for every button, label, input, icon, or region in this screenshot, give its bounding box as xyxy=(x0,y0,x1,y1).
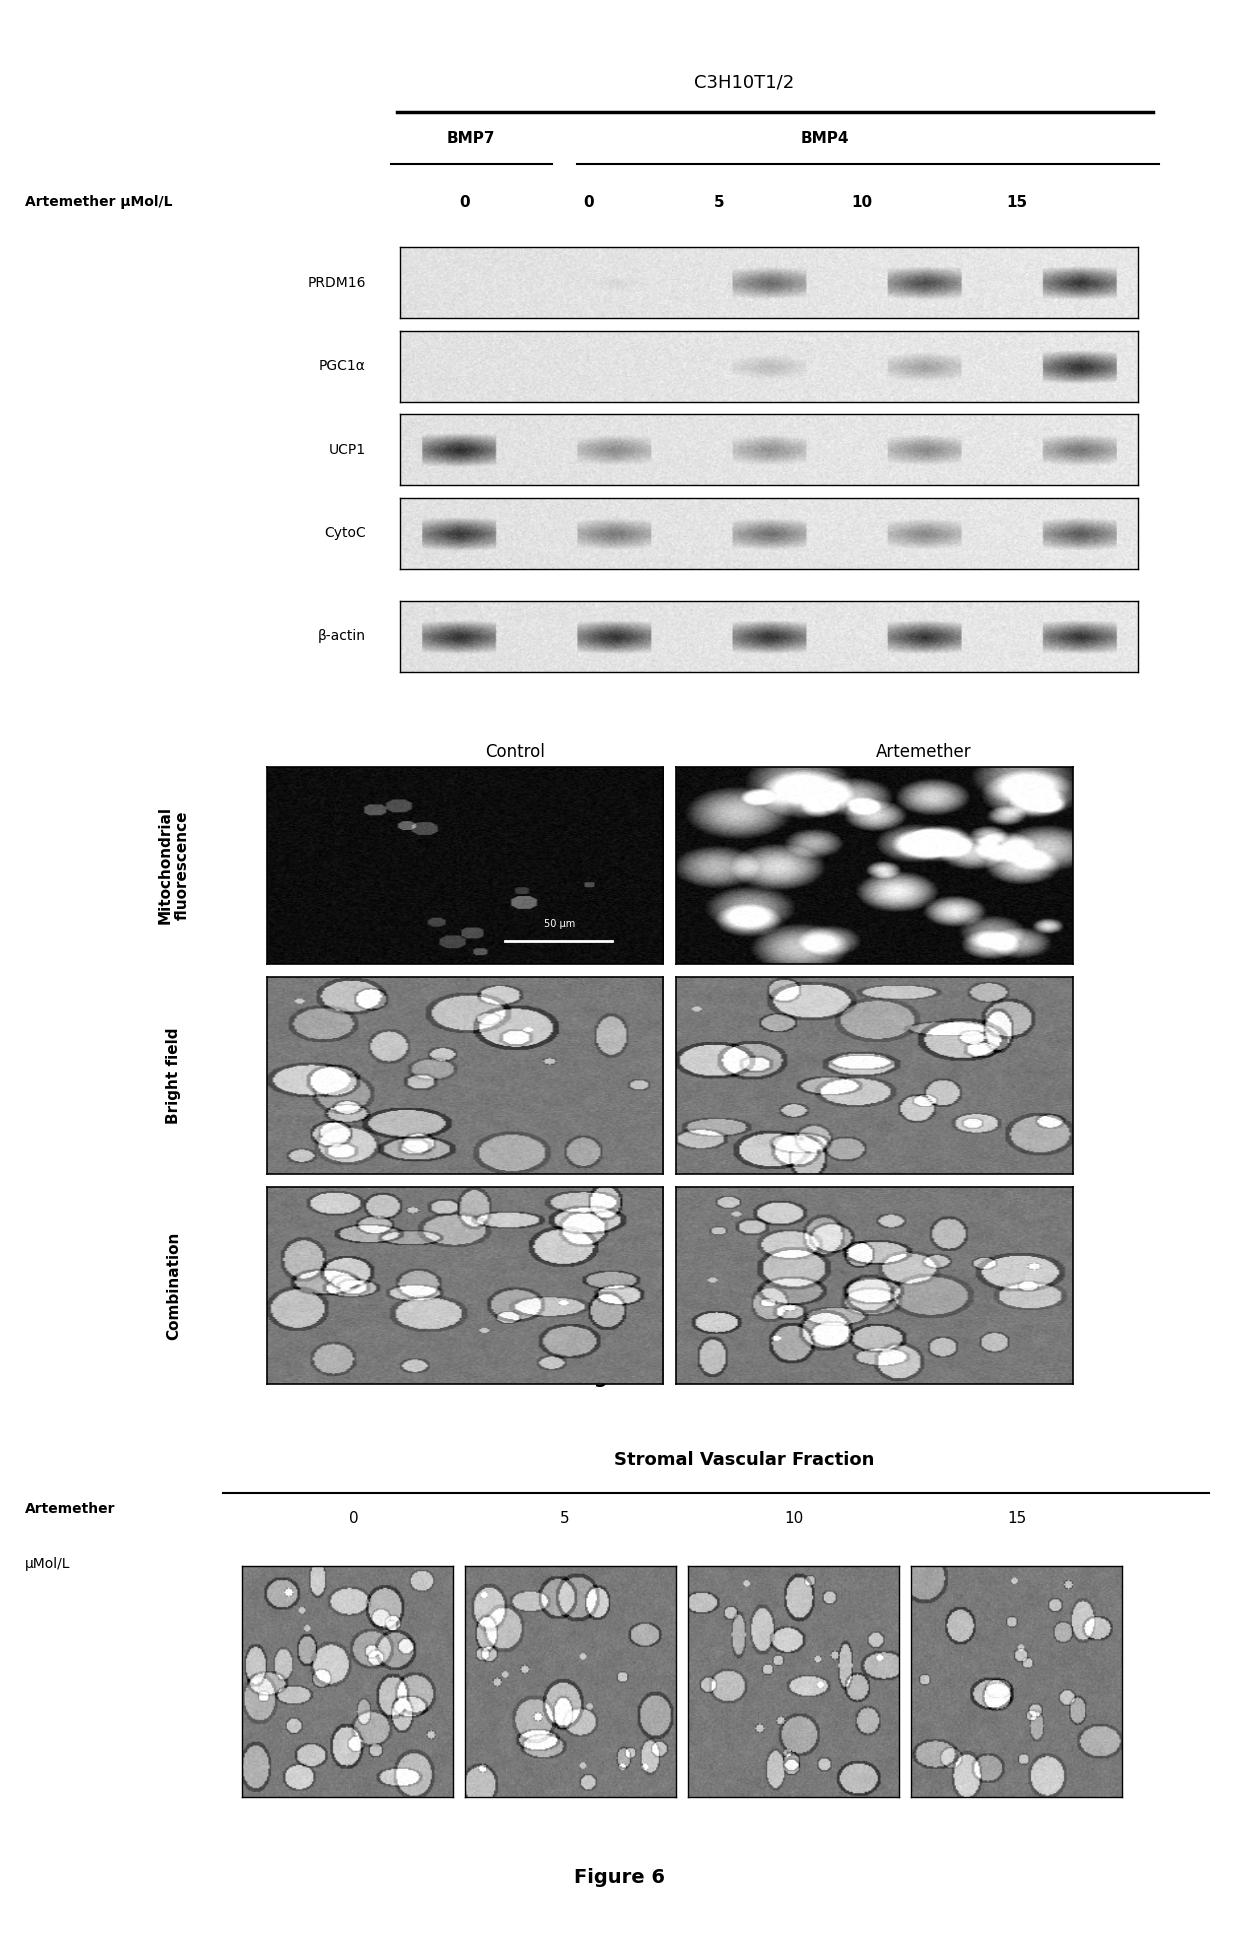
Text: Bright field: Bright field xyxy=(166,1027,181,1123)
Text: Figure 5: Figure 5 xyxy=(574,1368,666,1387)
Text: Combination: Combination xyxy=(166,1232,181,1340)
Text: 5: 5 xyxy=(559,1511,569,1526)
Text: 10: 10 xyxy=(784,1511,804,1526)
Text: Control: Control xyxy=(485,744,544,761)
Text: C3H10T1/2: C3H10T1/2 xyxy=(694,74,794,91)
Text: 15: 15 xyxy=(1006,194,1028,209)
Text: Artemether μMol/L: Artemether μMol/L xyxy=(25,196,172,209)
Text: UCP1: UCP1 xyxy=(329,444,366,457)
Text: 0: 0 xyxy=(348,1511,358,1526)
Text: β-actin: β-actin xyxy=(317,630,366,643)
Text: BMP4: BMP4 xyxy=(800,132,849,147)
Text: 5: 5 xyxy=(714,194,724,209)
Text: Figure 4: Figure 4 xyxy=(698,653,790,672)
Text: μMol/L: μMol/L xyxy=(25,1557,71,1571)
Text: BMP7: BMP7 xyxy=(446,132,496,147)
Text: 0: 0 xyxy=(460,194,470,209)
Text: 15: 15 xyxy=(1007,1511,1027,1526)
Text: Figure 6: Figure 6 xyxy=(574,1867,666,1887)
Text: CytoC: CytoC xyxy=(324,527,366,540)
Text: Mitochondrial
fluorescence: Mitochondrial fluorescence xyxy=(157,806,190,924)
Text: 0: 0 xyxy=(584,194,594,209)
Text: PRDM16: PRDM16 xyxy=(308,275,366,289)
Text: Artemether: Artemether xyxy=(25,1501,115,1517)
Text: 50 μm: 50 μm xyxy=(543,918,575,928)
Text: Artemether: Artemether xyxy=(875,744,972,761)
Text: PGC1α: PGC1α xyxy=(319,358,366,374)
Text: 10: 10 xyxy=(851,194,873,209)
Text: Stromal Vascular Fraction: Stromal Vascular Fraction xyxy=(614,1451,874,1468)
